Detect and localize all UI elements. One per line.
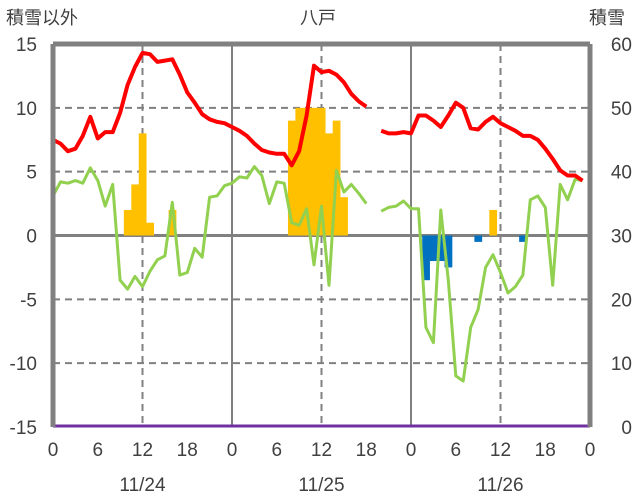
- x-tick-label: 0: [406, 440, 417, 461]
- x-date-label: 11/25: [298, 475, 344, 496]
- y-right-tick-label: 50: [611, 99, 632, 120]
- x-tick-label: 18: [356, 440, 377, 461]
- x-tick-label: 6: [450, 440, 461, 461]
- x-tick-label: 0: [585, 440, 596, 461]
- x-tick-label: 0: [48, 440, 59, 461]
- y-right-tick-label: 20: [611, 290, 632, 311]
- y-left-tick-label: 15: [16, 35, 37, 56]
- bar: [123, 209, 132, 236]
- y-left-tick-label: 0: [26, 227, 37, 248]
- bar: [489, 209, 498, 236]
- x-tick-label: 0: [227, 440, 238, 461]
- x-date-label: 11/26: [477, 475, 523, 496]
- bar: [310, 107, 319, 236]
- bar: [138, 133, 147, 236]
- y-left-tick-label: -10: [10, 354, 37, 375]
- x-tick-label: 18: [177, 440, 198, 461]
- x-tick-label: 18: [535, 440, 556, 461]
- bar: [325, 133, 333, 236]
- bar: [287, 120, 296, 236]
- green-series-line: [51, 165, 583, 383]
- bar: [474, 235, 483, 242]
- chart-title: 八戸: [300, 8, 336, 29]
- x-date-label: 11/24: [119, 475, 166, 496]
- x-tick-label: 12: [490, 440, 511, 461]
- bar: [437, 235, 445, 262]
- right-axis-title: 積雪: [589, 8, 625, 29]
- bar: [168, 209, 177, 236]
- red-series-line: [52, 50, 584, 183]
- y-left-tick-label: 5: [26, 163, 37, 184]
- x-tick-label: 6: [92, 440, 103, 461]
- y-left-tick-label: -5: [20, 290, 37, 311]
- bar: [131, 184, 140, 236]
- bar: [302, 107, 311, 236]
- bar: [295, 107, 304, 236]
- x-tick-label: 12: [311, 440, 332, 461]
- x-tick-label: 12: [132, 440, 153, 461]
- bar: [340, 197, 348, 236]
- bar: [146, 222, 154, 236]
- frame: [50, 41, 593, 427]
- y-right-tick-label: 10: [611, 354, 632, 375]
- y-right-tick-label: 60: [611, 35, 632, 56]
- left-axis-title: 積雪以外: [6, 8, 78, 29]
- bar: [429, 235, 438, 262]
- x-tick-label: 6: [271, 440, 282, 461]
- y-right-tick-label: 30: [611, 227, 632, 248]
- y-left-tick-label: -15: [10, 418, 37, 439]
- y-right-tick-label: 0: [621, 418, 632, 439]
- bar: [317, 107, 326, 236]
- y-right-tick-label: 40: [611, 163, 632, 184]
- bar: [422, 235, 430, 281]
- y-left-tick-label: 10: [16, 99, 37, 120]
- bar: [519, 235, 527, 242]
- lines: [51, 50, 590, 428]
- bar: [444, 235, 453, 268]
